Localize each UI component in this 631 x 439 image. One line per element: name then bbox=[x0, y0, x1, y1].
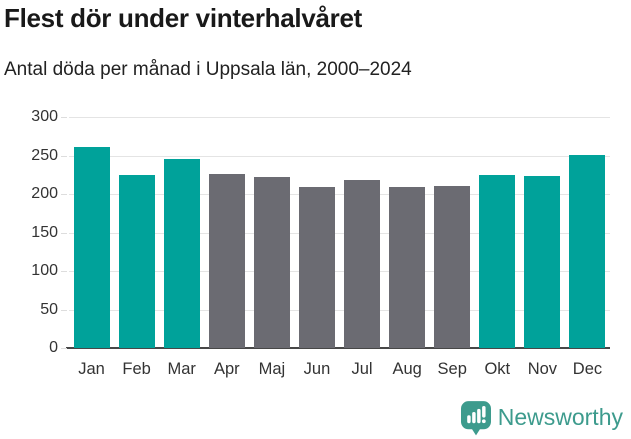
x-tick-label-feb: Feb bbox=[122, 360, 151, 378]
y-axis-tick-250 bbox=[61, 155, 67, 157]
x-tick-label-nov: Nov bbox=[527, 360, 558, 378]
bar-jun bbox=[298, 187, 335, 348]
x-tick-label-mar: Mar bbox=[167, 360, 196, 378]
chart-title: Flest dör under vinterhalvåret bbox=[4, 3, 362, 33]
x-tick-label-jun: Jun bbox=[303, 360, 331, 378]
bar-mar bbox=[163, 158, 200, 348]
y-tick-label-250: 250 bbox=[31, 146, 58, 164]
x-axis-line bbox=[66, 347, 610, 349]
y-tick-label-0: 0 bbox=[49, 339, 58, 356]
newsworthy-logo-icon bbox=[460, 401, 491, 436]
gridline-300 bbox=[69, 117, 610, 118]
gridline-150 bbox=[69, 232, 610, 234]
y-tick-label-300: 300 bbox=[31, 108, 58, 125]
y-axis-tick-150 bbox=[61, 232, 67, 234]
bar-jan bbox=[73, 147, 110, 348]
x-tick-label-sep: Sep bbox=[437, 360, 467, 378]
bar-maj bbox=[253, 177, 290, 348]
y-axis-tick-0 bbox=[61, 348, 67, 349]
x-tick-label-okt: Okt bbox=[484, 360, 511, 378]
gridline-50 bbox=[69, 309, 610, 311]
y-tick-label-200: 200 bbox=[31, 185, 58, 202]
y-tick-label-150: 150 bbox=[31, 223, 58, 241]
x-tick-label-jul: Jul bbox=[351, 360, 373, 378]
bar-sep bbox=[434, 185, 471, 348]
bar-nov bbox=[524, 176, 561, 348]
newsworthy-logo-text: Newsworthy bbox=[497, 403, 623, 430]
y-axis-tick-100 bbox=[61, 271, 67, 272]
x-tick-label-maj: Maj bbox=[258, 360, 286, 378]
y-axis-tick-300 bbox=[61, 117, 67, 118]
bar-aug bbox=[389, 187, 426, 348]
x-tick-label-dec: Dec bbox=[572, 360, 603, 378]
gridline-250 bbox=[69, 155, 610, 157]
y-axis-tick-50 bbox=[61, 309, 67, 311]
x-tick-label-aug: Aug bbox=[392, 360, 422, 378]
newsworthy-logo[interactable]: Newsworthy bbox=[460, 401, 623, 436]
y-tick-label-50: 50 bbox=[40, 300, 58, 318]
x-tick-label-apr: Apr bbox=[213, 360, 240, 378]
bar-dec bbox=[569, 154, 606, 348]
bar-apr bbox=[208, 173, 245, 348]
gridline-200 bbox=[69, 194, 610, 195]
gridline-100 bbox=[69, 271, 610, 272]
y-axis-tick-200 bbox=[61, 194, 67, 195]
bar-okt bbox=[479, 174, 516, 348]
x-tick-label-jan: Jan bbox=[78, 360, 105, 378]
bar-feb bbox=[118, 174, 155, 348]
bar-jul bbox=[344, 180, 381, 348]
y-tick-label-100: 100 bbox=[31, 262, 58, 279]
chart-subtitle: Antal döda per månad i Uppsala län, 2000… bbox=[4, 59, 412, 80]
